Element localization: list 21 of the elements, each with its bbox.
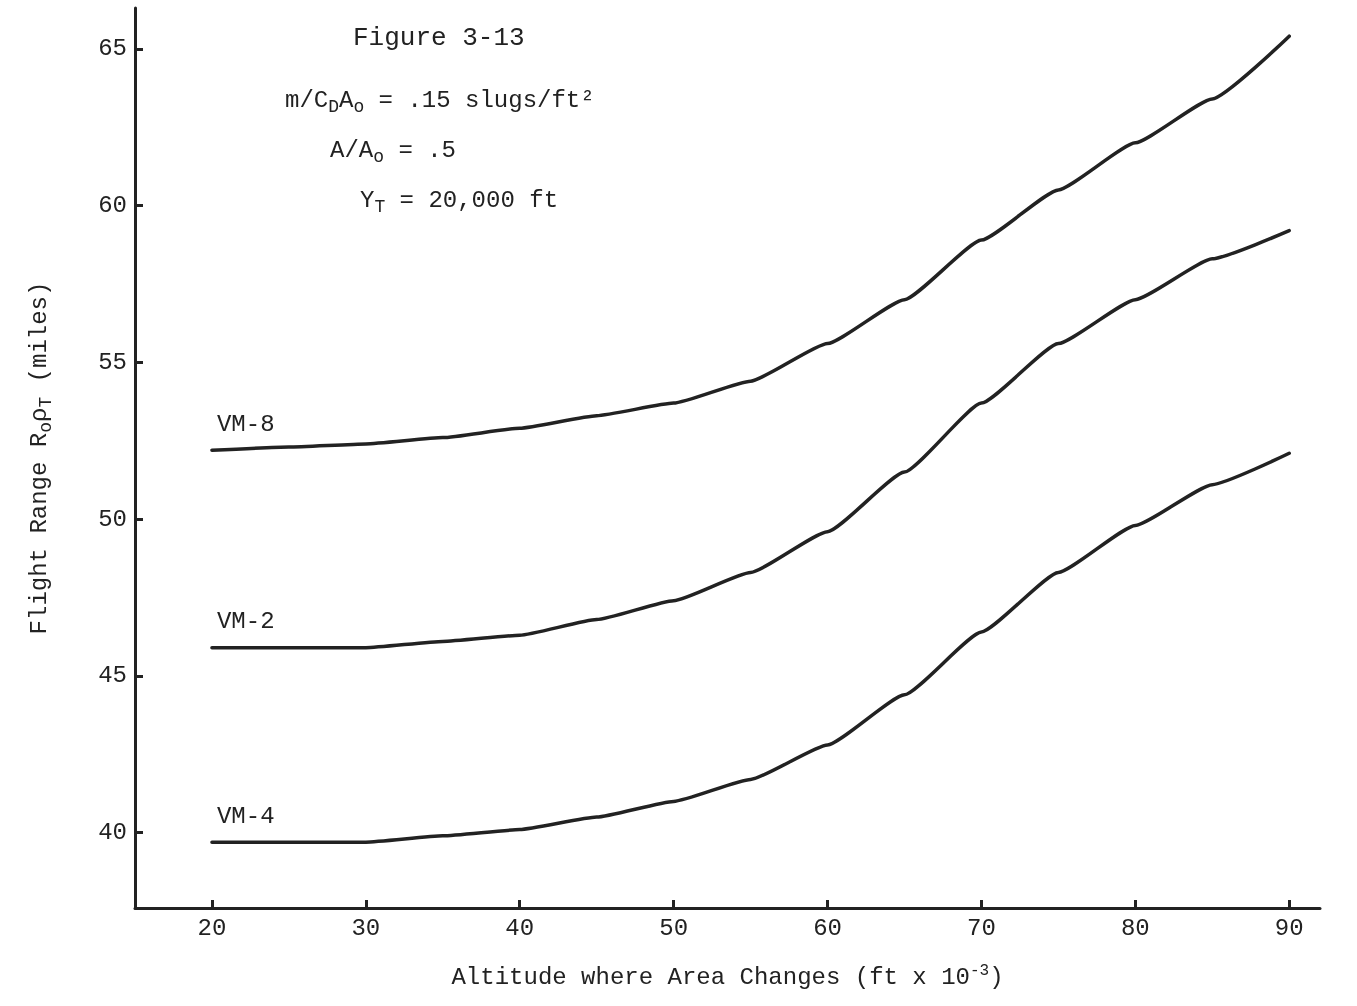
line-series [210,451,1291,844]
x-tick-label: 60 [813,914,842,942]
y-tick-label: 40 [98,819,127,847]
text: Figure 3-13 [353,23,525,53]
x-tick-label: 20 [197,914,227,942]
x-tick-label: 80 [1120,914,1150,942]
y-axis-title: Flight Range RoρT (miles) [25,281,56,635]
y-tick-label: 55 [98,348,127,376]
x-tick-label: 50 [659,914,689,942]
y-tick-label: 60 [98,192,127,220]
x-tick-label: 90 [1274,914,1304,942]
series-label: VM-2 [216,608,275,636]
series-label: VM-8 [216,410,275,438]
y-tick-label: 45 [98,662,127,690]
series-label: VM-4 [216,802,275,830]
y-tick-label: 65 [98,35,127,63]
line-series [210,228,1291,650]
y-tick-label: 50 [98,505,127,533]
x-tick-label: 70 [967,914,996,942]
x-tick-label: 40 [505,914,535,942]
x-tick-label: 30 [351,914,381,942]
